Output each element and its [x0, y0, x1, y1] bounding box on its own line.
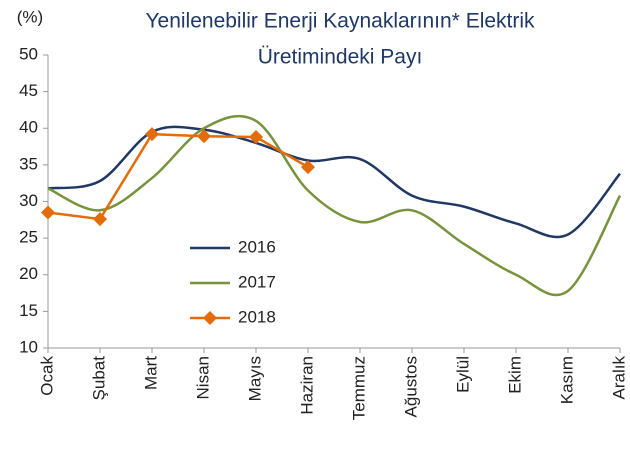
x-tick-label: Nisan	[193, 356, 212, 399]
chart-title: Yenilenebilir Enerji Kaynaklarının* Elek…	[145, 10, 535, 33]
marker	[93, 212, 107, 227]
legend-marker	[203, 311, 217, 325]
y-tick-label: 10	[19, 337, 38, 356]
x-tick-label: Şubat	[89, 356, 108, 401]
y-tick-label: 25	[19, 228, 38, 247]
x-tick-label: Eylül	[453, 356, 472, 393]
legend-label: 2018	[238, 307, 276, 326]
y-tick-label: 30	[19, 191, 38, 210]
x-tick-label: Kasım	[557, 356, 576, 404]
x-tick-label: Ağustos	[401, 356, 420, 417]
line-series	[47, 114, 622, 297]
y-tick-label: 50	[19, 44, 38, 63]
marker	[197, 129, 211, 144]
y-tick-label: 15	[19, 301, 38, 320]
x-tick-label: Ocak	[37, 356, 56, 396]
y-tick-label: 40	[19, 118, 38, 137]
chart-title: Üretimindeki Payı	[258, 46, 423, 69]
x-tick-label: Temmuz	[349, 356, 368, 420]
marker	[249, 130, 263, 145]
y-axis-label: (%)	[17, 7, 43, 26]
marker	[301, 160, 315, 175]
x-tick-label: Aralık	[609, 356, 628, 400]
marker	[41, 205, 55, 220]
y-tick-label: 20	[19, 264, 38, 283]
legend-label: 2017	[238, 272, 276, 291]
legend-label: 2016	[238, 237, 276, 256]
line-series	[47, 125, 621, 239]
x-tick-label: Mayıs	[245, 356, 264, 401]
x-tick-label: Mart	[141, 356, 160, 390]
x-tick-label: Haziran	[297, 356, 316, 415]
marker	[145, 127, 159, 142]
y-tick-label: 45	[19, 81, 38, 100]
line-series	[47, 132, 309, 221]
y-tick-label: 35	[19, 154, 38, 173]
x-tick-label: Ekim	[505, 356, 524, 394]
